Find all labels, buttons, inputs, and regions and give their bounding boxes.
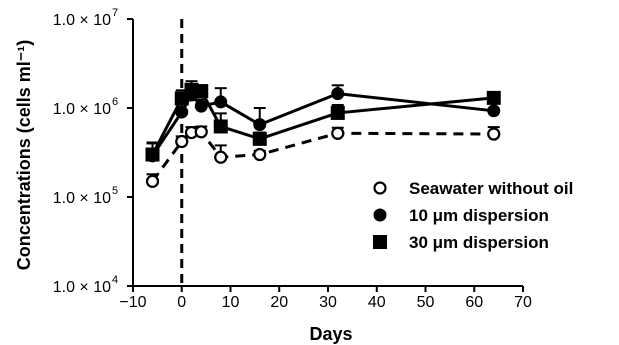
- data-point: [487, 104, 501, 118]
- x-tick-label: 10: [222, 294, 240, 311]
- data-point: [330, 105, 345, 120]
- plot-area: [145, 19, 501, 286]
- data-point: [175, 105, 189, 119]
- data-point: [252, 131, 267, 146]
- y-tick-label: 1.0 × 10: [53, 190, 111, 207]
- data-point: [331, 87, 345, 101]
- y-tick-label: 1.0 × 10: [53, 279, 111, 296]
- y-tick-exponent: 5: [112, 185, 118, 197]
- data-point: [214, 150, 228, 164]
- x-tick-label: −10: [119, 294, 146, 311]
- x-tick-label: 60: [465, 294, 483, 311]
- axes: −10 0 10 20 30 40 50 60 701.0 × 10 41.0 × 10 51.0 …: [53, 7, 532, 311]
- legend-label: Seawater without oil: [409, 179, 573, 198]
- x-tick-label: 30: [319, 294, 337, 311]
- legend: Seawater without oil 10 μm dispersion 30 μ…: [373, 179, 573, 252]
- data-point: [194, 125, 208, 139]
- y-tick-label: 1.0 × 10: [53, 12, 111, 29]
- x-tick-label: 20: [270, 294, 288, 311]
- legend-label: 30 μm dispersion: [409, 233, 549, 252]
- data-point: [175, 134, 189, 149]
- x-tick-label: 40: [368, 294, 386, 311]
- series-line-0: [151, 130, 494, 183]
- data-point: [194, 84, 209, 99]
- y-tick-exponent: 7: [112, 7, 118, 19]
- legend-marker: [373, 181, 387, 195]
- y-tick-label: 1.0 × 10: [53, 101, 111, 118]
- data-point: [253, 118, 267, 132]
- data-point: [145, 147, 160, 162]
- y-tick-exponent: 6: [112, 96, 118, 108]
- legend-marker: [373, 235, 387, 249]
- y-axis-label: Concentrations (cells ml⁻¹): [14, 40, 34, 271]
- data-point: [487, 127, 501, 141]
- x-tick-label: 0: [177, 294, 186, 311]
- data-point: [331, 126, 345, 140]
- data-point: [214, 95, 228, 109]
- legend-label: 10 μm dispersion: [409, 206, 549, 225]
- data-point: [194, 99, 208, 113]
- x-tick-label: 70: [514, 294, 532, 311]
- legend-marker: [373, 208, 387, 222]
- data-point: [213, 119, 228, 134]
- x-axis-label: Days: [309, 324, 352, 344]
- x-tick-label: 50: [417, 294, 435, 311]
- data-point: [253, 147, 267, 162]
- data-point: [145, 174, 160, 188]
- data-point: [486, 90, 501, 105]
- y-tick-exponent: 4: [112, 274, 118, 286]
